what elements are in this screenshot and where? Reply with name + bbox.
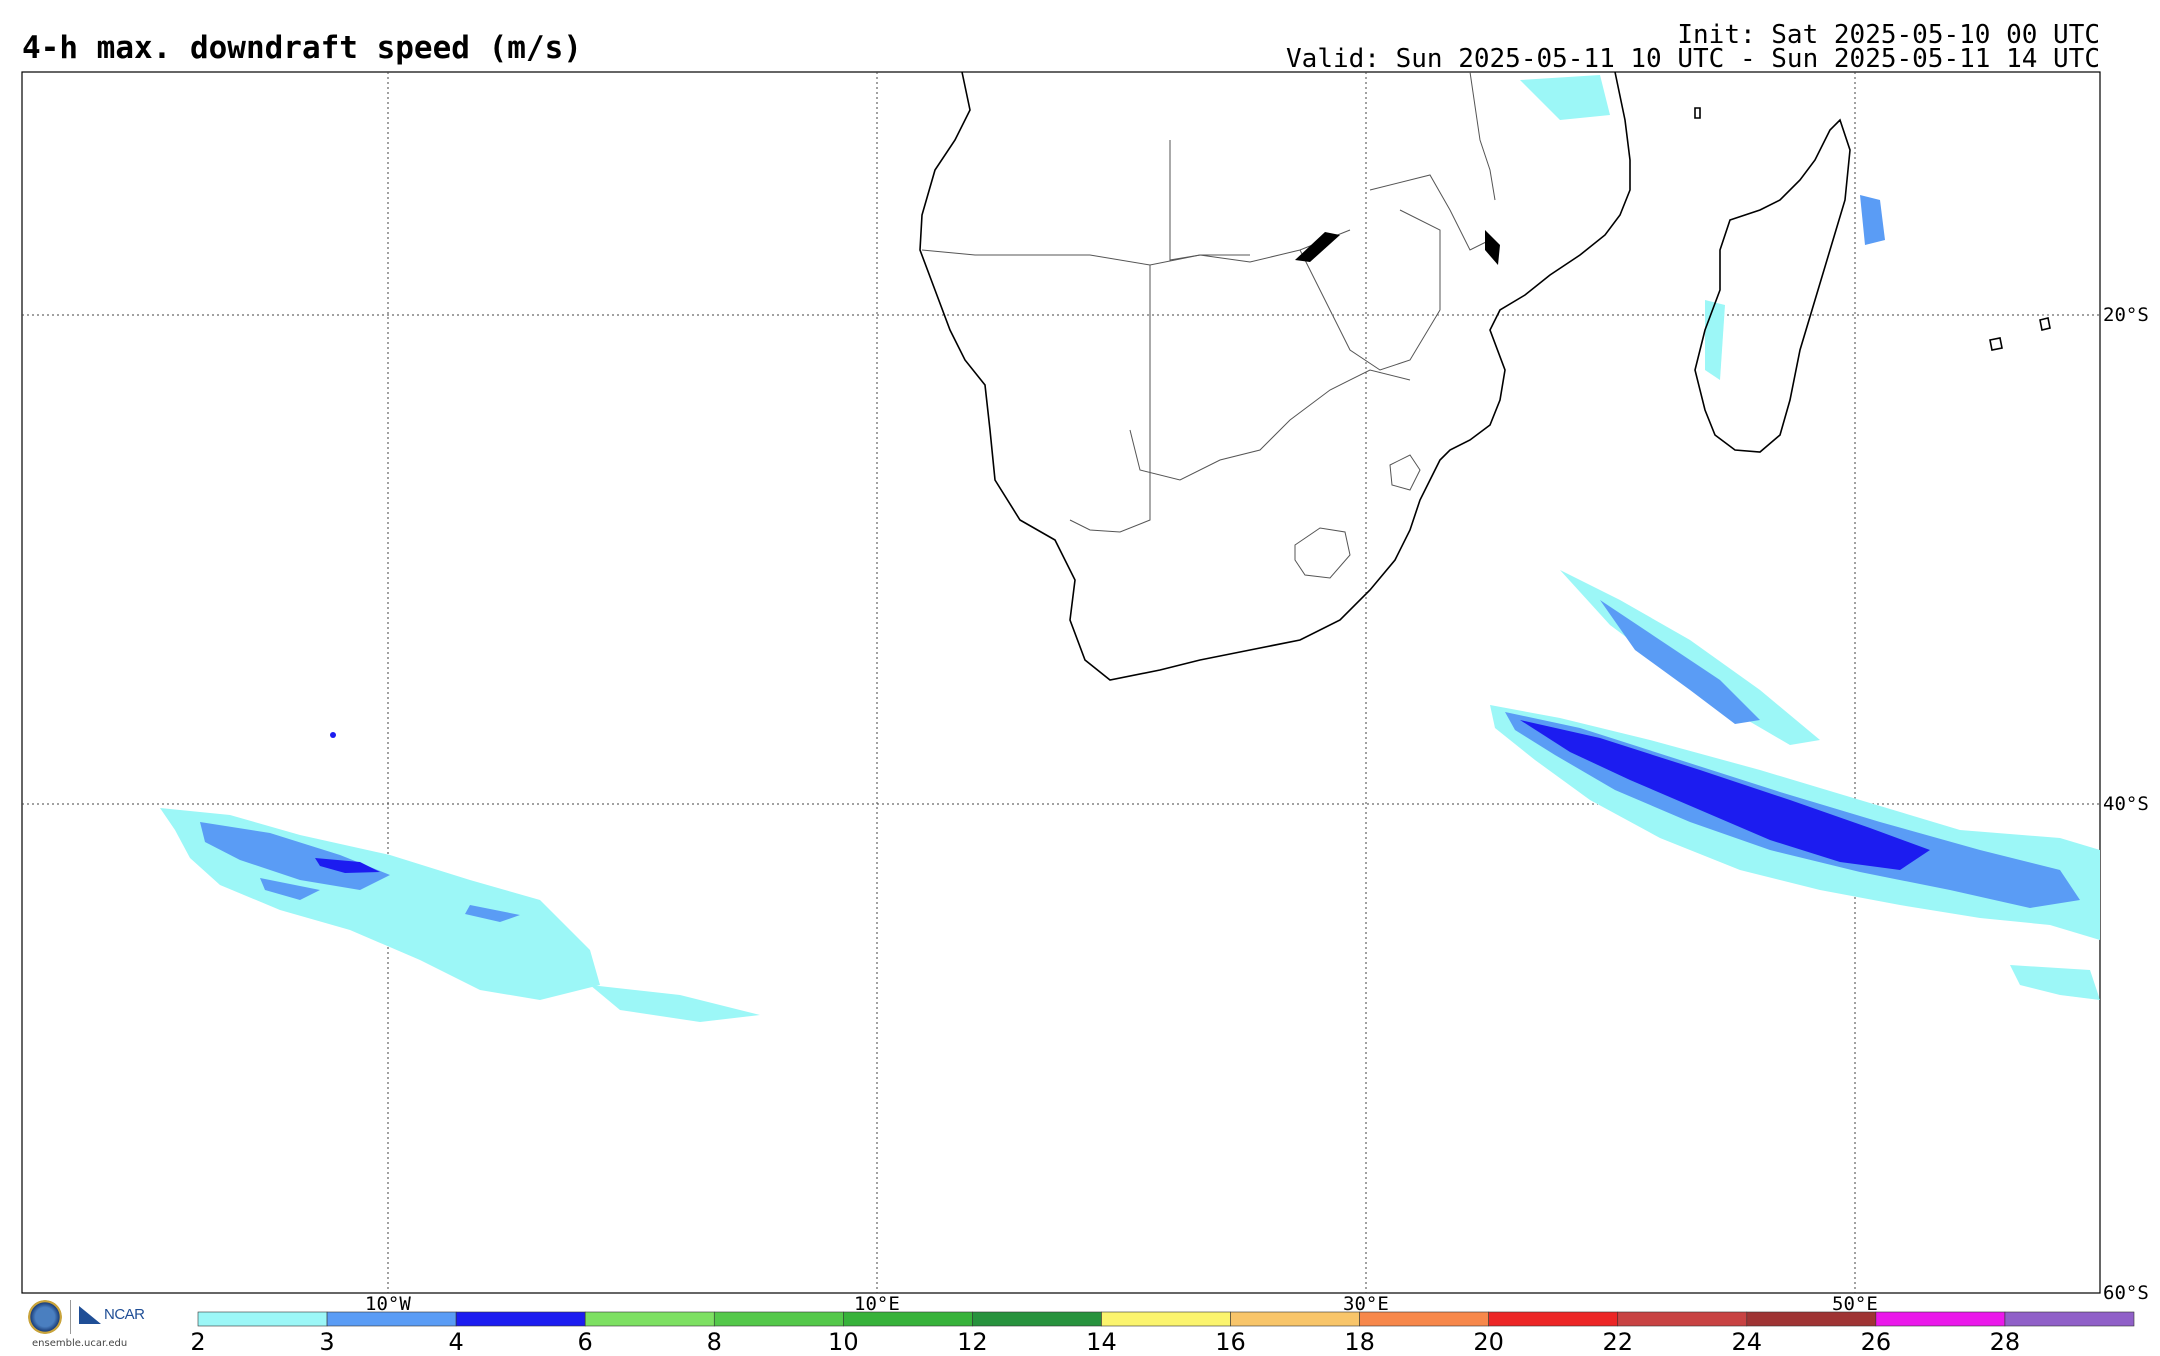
lon-label-50e: 50°E	[1832, 1293, 1878, 1315]
colorbar-tick-26: 26	[1860, 1328, 1892, 1356]
lake-kariba	[1295, 232, 1340, 262]
colorbar-swatch-6	[972, 1311, 1102, 1327]
footer-logos: NCAR ensemble.ucar.edu	[24, 1298, 159, 1354]
map-frame	[21, 71, 2101, 1294]
nsf-logo-icon	[28, 1300, 62, 1334]
shade-light-west-tail	[590, 985, 760, 1022]
lon-label-30e: 30°E	[1343, 1293, 1389, 1315]
spot-isolated	[330, 732, 336, 738]
colorbar-tick-28: 28	[1989, 1328, 2021, 1356]
border-zimbabwe	[1299, 209, 1441, 371]
shade-medium-west	[200, 822, 390, 890]
island-comoros	[1694, 107, 1701, 119]
eswatini-outline	[1389, 454, 1421, 491]
lat-label-60s: 60°S	[2103, 1282, 2149, 1304]
shade-dark-east	[1520, 720, 1930, 870]
colorbar-swatch-11	[1617, 1311, 1748, 1327]
colorbar-tick-12: 12	[957, 1328, 988, 1356]
spot-madagascar	[1860, 195, 1885, 245]
shade-medium-west-c	[465, 905, 520, 922]
lat-label-40s: 40°S	[2103, 793, 2149, 815]
colorbar-tick-18: 18	[1344, 1328, 1375, 1356]
logo-divider	[70, 1300, 71, 1334]
colorbar-swatch-13	[1875, 1311, 2006, 1327]
map-title: 4-h max. downdraft speed (m/s)	[22, 30, 582, 66]
shade-medium-east-band	[1600, 600, 1760, 724]
madagascar-coastline	[1694, 118, 1851, 453]
colorbar-tick-10: 10	[828, 1328, 859, 1356]
colorbar-tick-2: 2	[190, 1328, 206, 1356]
ncar-logo-icon	[79, 1306, 101, 1324]
colorbar-tick-16: 16	[1215, 1328, 1246, 1356]
lakes	[1295, 230, 1500, 265]
lesotho-outline	[1294, 527, 1351, 579]
colorbar-swatch-4	[713, 1311, 844, 1327]
lake-malawi	[1485, 230, 1500, 265]
colorbar-tick-20: 20	[1473, 1328, 1504, 1356]
colorbar-swatch-10	[1488, 1311, 1619, 1327]
colorbar-tick-24: 24	[1731, 1328, 1763, 1356]
init-time: Init: Sat 2025-05-10 00 UTC	[1677, 20, 2100, 50]
colorbar-tick-14: 14	[1086, 1328, 1117, 1356]
africa-coastline	[919, 71, 1631, 681]
shade-medium-west-b	[260, 878, 320, 900]
colorbar	[197, 1311, 2135, 1327]
colorbar-swatch-2	[455, 1311, 586, 1327]
shade-light-east-tail	[2010, 965, 2100, 1000]
ncar-logo-text: NCAR	[104, 1306, 145, 1323]
border-namibia-botswana	[1069, 265, 1151, 533]
colorbar-swatch-3	[584, 1311, 715, 1327]
colorbar-tick-3: 3	[319, 1328, 335, 1356]
colorbar-tick-22: 22	[1602, 1328, 1633, 1356]
border-malawi	[1469, 71, 1496, 201]
downdraft-spots	[330, 75, 1885, 738]
valid-time: Valid: Sun 2025-05-11 10 UTC - Sun 2025-…	[1286, 44, 2100, 74]
border-zambia	[1169, 140, 1351, 263]
colorbar-swatch-8	[1230, 1311, 1360, 1327]
coastlines	[919, 71, 2051, 681]
border-botswana-south-africa	[1129, 369, 1411, 481]
colorbar-swatch-14	[2004, 1311, 2135, 1327]
lat-label-20s: 20°S	[2103, 304, 2149, 326]
shade-light-east-band	[1560, 570, 1820, 745]
shade-dark-west	[315, 858, 380, 873]
border-mozambique	[1369, 174, 1491, 251]
site-url: ensemble.ucar.edu	[32, 1338, 128, 1349]
downdraft-area-east	[1490, 570, 2100, 1000]
country-borders	[921, 71, 1496, 579]
spot-madagascar-west	[1705, 300, 1725, 380]
island-mauritius	[2039, 317, 2051, 331]
island-reunion	[1989, 337, 2003, 351]
colorbar-swatch-0	[197, 1311, 328, 1327]
downdraft-area-west	[160, 808, 760, 1022]
colorbar-tick-6: 6	[577, 1328, 593, 1356]
colorbar-tick-4: 4	[448, 1328, 464, 1356]
border-angola-namibia	[921, 249, 1250, 266]
spot-mozambique-north	[1520, 75, 1610, 120]
colorbar-tick-8: 8	[706, 1328, 722, 1356]
lon-label-10e: 10°E	[854, 1293, 900, 1315]
lon-label-10w: 10°W	[365, 1293, 411, 1315]
colorbar-swatch-7	[1101, 1311, 1231, 1327]
